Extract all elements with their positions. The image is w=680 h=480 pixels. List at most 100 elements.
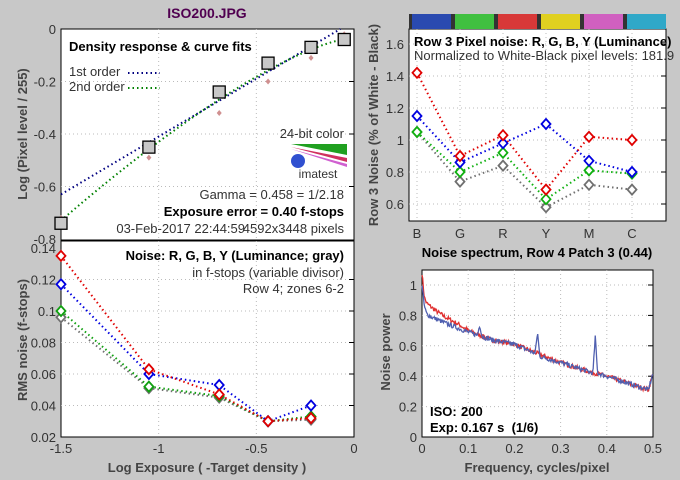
iso-value: 200	[461, 404, 483, 419]
pixel-noise-marker-Y	[454, 175, 466, 188]
pixel-noise-marker-Y	[497, 159, 509, 172]
pixel-noise-marker-G	[411, 125, 423, 139]
density-panel-title: Density response & curve fits	[69, 39, 252, 54]
imatest-logo-text: imatest	[299, 167, 338, 181]
noise-marker-R	[213, 388, 225, 401]
y-tick-label: 0.8	[399, 308, 417, 323]
legend-first-order: 1st order	[69, 64, 121, 79]
noise-panel-note: Row 4; zones 6-2	[243, 281, 344, 296]
y-tick-label: -0.6	[34, 180, 56, 195]
measured-square-marker	[142, 140, 156, 154]
x-tick-label: 0	[350, 441, 357, 456]
pixel-noise-marker-B	[540, 117, 552, 131]
raw-point-marker	[265, 78, 271, 85]
y-tick-label: 0.14	[31, 241, 56, 256]
color-bar-swatch	[627, 14, 666, 29]
plot-area-2	[408, 28, 667, 222]
measured-square-marker	[304, 40, 318, 55]
measured-square-marker	[54, 216, 68, 230]
pixel-noise-marker-G	[583, 164, 595, 177]
x-tick-label: 0.4	[598, 441, 616, 456]
noise-line-R	[60, 255, 312, 423]
y-tick-label: 0.6	[386, 197, 404, 212]
pixel-noise-marker-G	[454, 165, 466, 179]
pixel-noise-marker-B	[497, 136, 509, 150]
y-tick-label: 0.04	[31, 399, 56, 414]
y-tick-label: 0.2	[399, 400, 417, 415]
plot-area-1	[60, 240, 355, 438]
y-tick-label: 0.8	[386, 165, 404, 180]
pixel-noise-marker-R	[497, 128, 509, 142]
pixel-noise-marker-B	[583, 154, 595, 168]
y-axis-label: Noise power	[378, 313, 393, 390]
pixel-noise-marker-B	[454, 156, 466, 169]
noise-marker-B	[305, 399, 317, 412]
plot-area-3	[421, 269, 654, 438]
y-tick-label: 1	[397, 133, 404, 148]
pixel-noise-marker-R	[540, 183, 552, 196]
pixel-noise-marker-G	[540, 192, 552, 206]
category-label: Y	[542, 226, 551, 241]
noise-panel-subtitle: in f-stops (variable divisor)	[192, 265, 344, 280]
pixel-noise-marker-Y	[583, 178, 595, 192]
y-tick-label: 0.6	[399, 339, 417, 354]
x-axis-label: Frequency, cycles/pixel	[465, 460, 610, 475]
color-depth-label: 24-bit color	[280, 126, 345, 141]
x-tick-label: -1.5	[50, 441, 72, 456]
measured-square-marker	[261, 56, 275, 70]
pixel-noise-title: Row 3 Pixel noise: R, G, B, Y (Luminance…	[414, 34, 671, 49]
pixel-noise-marker-B	[626, 165, 638, 179]
pixel-noise-marker-R	[411, 66, 423, 80]
y-tick-label: 0.1	[38, 304, 56, 319]
pixel-noise-marker-Y	[626, 183, 638, 196]
x-tick-label: 0	[418, 441, 425, 456]
noise-line-G	[60, 310, 312, 423]
color-bar-swatch	[541, 14, 580, 29]
y-tick-label: 0.08	[31, 336, 56, 351]
color-bar-swatch	[455, 14, 494, 29]
x-tick-label: 0.3	[552, 441, 570, 456]
pixel-noise-marker-B	[411, 109, 423, 123]
raw-point-marker	[146, 154, 152, 161]
color-bar-swatch	[584, 14, 623, 29]
color-bar-swatch	[412, 14, 451, 29]
noise-marker-R	[262, 414, 274, 428]
x-tick-label: 0.5	[644, 441, 662, 456]
noise-panel-title: Noise: R, G, B, Y (Luminance; gray)	[126, 248, 344, 263]
x-axis-label: Log Exposure ( -Target density )	[108, 460, 306, 475]
y-tick-label: 0.06	[31, 367, 56, 382]
noise-marker-R	[305, 411, 317, 425]
x-tick-label: 0.2	[505, 441, 523, 456]
y-tick-label: 1	[410, 278, 417, 293]
category-label: C	[627, 226, 636, 241]
y-tick-label: 0.4	[399, 369, 417, 384]
y-axis-label: RMS noise (f-stops)	[15, 279, 30, 401]
pixel-noise-line-B	[416, 115, 633, 173]
pixel-noise-marker-Y	[540, 200, 552, 214]
pixel-noise-line-R	[416, 72, 633, 192]
pixel-noise-marker-G	[497, 146, 509, 160]
y-tick-label: -0.2	[34, 75, 56, 90]
pixel-noise-subtitle: Normalized to White-Black pixel levels: …	[414, 48, 674, 63]
first-order-fit-line	[60, 28, 341, 196]
pixel-noise-marker-R	[583, 130, 595, 144]
y-tick-label: -0.8	[34, 232, 56, 247]
legend-second-order: 2nd order	[69, 79, 125, 94]
pixel-noise-marker-R	[454, 149, 466, 163]
pixel-noise-line-Y	[416, 131, 633, 209]
spectrum-line-Y	[421, 285, 654, 391]
y-tick-label: 0	[49, 22, 56, 37]
y-tick-label: -0.4	[34, 127, 56, 142]
spectrum-title: Noise spectrum, Row 4 Patch 3 (0.44)	[422, 245, 652, 260]
noise-marker-G	[55, 304, 67, 318]
x-tick-label: 0.1	[459, 441, 477, 456]
exp-label: Exp:	[430, 420, 458, 435]
y-tick-label: 1.4	[386, 69, 404, 84]
imatest-logo: imatest	[291, 144, 347, 181]
category-label: M	[584, 226, 595, 241]
image-size-label: 4592x3448 pixels	[243, 221, 345, 236]
color-bar-swatch	[498, 14, 537, 29]
gamma-label: Gamma = 0.458 = 1/2.18	[199, 187, 344, 202]
iso-label: ISO:	[430, 404, 457, 419]
y-tick-label: 0.12	[31, 273, 56, 288]
